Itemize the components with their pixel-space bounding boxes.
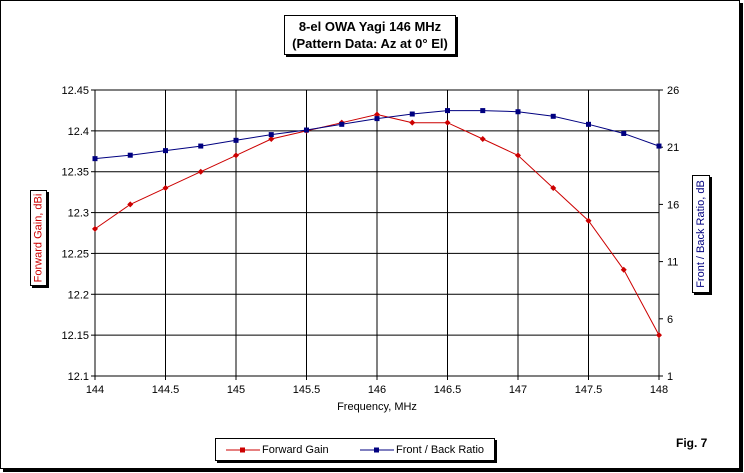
- gain-point: [92, 225, 98, 232]
- x-tick-label: 147.5: [575, 384, 603, 396]
- gain-point: [374, 111, 380, 118]
- fb-point: [339, 121, 345, 127]
- fb-point: [550, 113, 556, 119]
- x-tick-label: 145: [227, 384, 245, 396]
- gain-point: [162, 185, 169, 192]
- fb-point: [621, 130, 627, 136]
- legend: Forward Gain Front / Back Ratio: [215, 438, 495, 461]
- gain-point: [656, 332, 662, 339]
- fb-point: [480, 108, 486, 114]
- left-tick-label: 12.3: [68, 208, 89, 220]
- right-tick-label: 16: [667, 199, 679, 211]
- x-tick-label: 144: [86, 384, 104, 396]
- left-tick-label: 12.4: [68, 126, 89, 138]
- left-tick-label: 12.2: [68, 289, 89, 301]
- gain-point: [585, 217, 592, 224]
- right-tick-label: 6: [667, 314, 673, 326]
- right-tick-label: 11: [667, 257, 678, 269]
- legend-label-gain: Forward Gain: [262, 444, 329, 456]
- right-tick-label: 1: [667, 371, 673, 383]
- fb-point: [586, 121, 591, 127]
- chart-title-line2: (Pattern Data: Az at 0° El): [292, 36, 448, 51]
- x-axis-ticks: 144 144.5 145 145.5 146 146.5 147 147.5 148: [86, 376, 668, 396]
- gain-point: [550, 185, 557, 192]
- x-tick-label: 146: [368, 384, 386, 396]
- x-axis-label: Frequency, MHz: [337, 401, 417, 413]
- right-axis-label-box: Front / Back Ratio, dB: [692, 175, 710, 293]
- gain-point: [268, 136, 275, 143]
- fb-point: [92, 156, 98, 162]
- legend-swatch-gain: [226, 447, 260, 453]
- fb-point: [374, 116, 380, 122]
- right-axis-ticks: 26 21 16 11 6 1: [659, 85, 679, 383]
- fb-point: [409, 111, 415, 117]
- x-tick-label: 146.5: [434, 384, 462, 396]
- left-tick-label: 12.45: [61, 85, 89, 97]
- chart-title: 8-el OWA Yagi 146 MHz (Pattern Data: Az …: [284, 15, 456, 55]
- series-layer: [92, 108, 662, 339]
- left-tick-label: 12.15: [61, 330, 89, 342]
- left-tick-label: 12.1: [68, 371, 89, 383]
- right-axis-label: Front / Back Ratio, dB: [695, 180, 708, 288]
- left-axis-ticks: 12.45 12.4 12.35 12.3 12.25 12.2 12.15 12.1: [61, 85, 95, 383]
- fb-point: [127, 152, 133, 158]
- fb-point: [198, 143, 204, 149]
- gain-point: [409, 119, 416, 126]
- left-tick-label: 12.35: [61, 167, 89, 179]
- gain-point: [444, 119, 451, 126]
- gain-point: [127, 201, 134, 208]
- right-tick-label: 26: [667, 85, 679, 97]
- gain-point: [479, 136, 486, 143]
- left-tick-label: 12.25: [61, 248, 89, 260]
- legend-label-fb: Front / Back Ratio: [396, 444, 485, 456]
- right-tick-label: 21: [667, 142, 679, 154]
- legend-swatch-fb: [360, 447, 394, 453]
- figure-label: Fig. 7: [676, 436, 708, 450]
- left-axis-label-box: Forward Gain, dBi: [30, 190, 47, 286]
- chart-title-line1: 8-el OWA Yagi 146 MHz: [298, 19, 442, 34]
- fb-point: [304, 127, 309, 133]
- fb-point: [445, 108, 450, 114]
- left-axis-label: Forward Gain, dBi: [32, 193, 45, 283]
- fb-point: [163, 148, 168, 154]
- fb-point: [515, 109, 521, 115]
- x-tick-label: 144.5: [152, 384, 180, 396]
- x-tick-label: 148: [650, 384, 668, 396]
- gain-point: [197, 168, 204, 175]
- fb-point: [233, 137, 239, 143]
- gain-point: [620, 266, 627, 273]
- gain-point: [233, 152, 239, 159]
- fb-point: [268, 132, 274, 138]
- fb-point: [656, 143, 662, 149]
- x-tick-label: 145.5: [293, 384, 321, 396]
- gain-point: [515, 152, 521, 159]
- x-tick-label: 147: [509, 384, 527, 396]
